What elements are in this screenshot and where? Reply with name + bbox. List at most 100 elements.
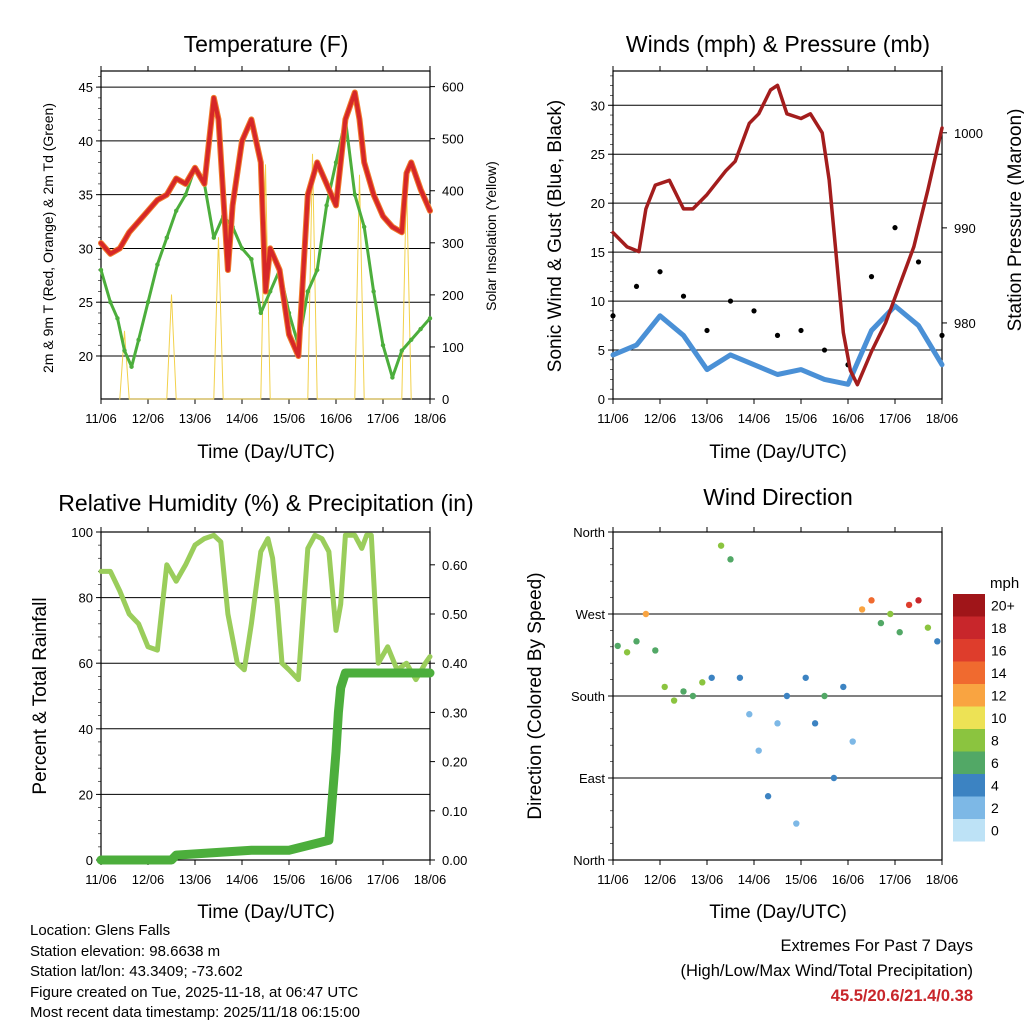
- direction-point: [905, 601, 913, 609]
- colorbar-swatch: [953, 594, 985, 617]
- gust-point: [868, 274, 875, 280]
- colorbar-label: 6: [991, 755, 999, 771]
- direction-point: [802, 674, 809, 681]
- direction-point: [840, 683, 847, 691]
- dewpoint-point: [352, 192, 357, 197]
- figure-created: Figure created on Tue, 2025-11-18, at 06…: [30, 983, 359, 1001]
- temperature-xtick-label: 15/06: [273, 411, 306, 426]
- direction-point: [661, 683, 668, 691]
- winds-xtick-label: 16/06: [832, 411, 865, 426]
- direction-ytick-label: West: [576, 607, 606, 622]
- winds-ylabel-right: Station Pressure (Maroon): [1005, 109, 1024, 332]
- direction-point: [633, 638, 640, 645]
- direction-ylabel-left: Direction (Colored By Speed): [525, 572, 546, 819]
- temperature-ytick-label: 35: [79, 188, 93, 203]
- winds-xtick-label: 13/06: [691, 411, 724, 426]
- gust-point: [774, 332, 781, 338]
- dewpoint-point: [315, 267, 320, 273]
- dewpoint-point: [129, 364, 134, 369]
- direction-ytick-label: East: [579, 771, 605, 786]
- dewpoint-point: [268, 289, 273, 294]
- humidity-ylabel-left: Percent & Total Rainfall: [30, 597, 51, 794]
- direction-point: [652, 647, 659, 654]
- dewpoint-point: [409, 337, 414, 343]
- direction-plot: North East South West North 11/06 12/06 13/06 14…: [571, 525, 958, 887]
- gust-point: [633, 283, 640, 290]
- dewpoint-point: [145, 300, 151, 305]
- direction-point: [793, 820, 800, 827]
- humidity-plot: 0 20 40 60 80 100 0.00 0.10 0.20 0.30 0.40 0.50 0.60…: [71, 525, 467, 887]
- station-elevation: Station elevation: 98.6638 m: [30, 942, 221, 960]
- temperature-ytick-label: 20: [79, 349, 93, 364]
- direction-point: [887, 610, 894, 618]
- direction-point: [849, 738, 856, 745]
- dewpoint-point: [164, 235, 169, 240]
- humidity-xtick-label: 13/06: [179, 872, 212, 887]
- direction-point: [934, 638, 941, 645]
- humidity-title: Relative Humidity (%) & Precipitation (i…: [58, 490, 473, 516]
- humidity-y2tick-label: 0.60: [442, 558, 467, 573]
- gust-point: [798, 327, 804, 334]
- winds-y2tick-label: 980: [954, 316, 976, 331]
- colorbar-swatch: [953, 661, 985, 684]
- direction-xtick-label: 17/06: [879, 872, 912, 887]
- colorbar-swatch: [953, 796, 985, 819]
- temperature-plot: 20 25 30 35 40 45 0 100 200 300 400 500 600 11/06 12/0…: [79, 66, 464, 426]
- humidity-y2tick-label: 0.20: [442, 755, 467, 770]
- humidity-ytick-label: 60: [79, 656, 93, 671]
- winds-ytick-label: 25: [591, 147, 605, 162]
- extremes-subtitle: (High/Low/Max Wind/Total Precipitation): [680, 962, 973, 980]
- temp-9m-line: [98, 89, 433, 359]
- temperature-y2tick-label: 300: [442, 236, 464, 251]
- direction-point: [821, 692, 828, 700]
- temperature-y2tick-label: 600: [442, 80, 464, 95]
- dewpoint-point: [380, 343, 386, 348]
- direction-point: [858, 606, 866, 613]
- direction-point: [896, 629, 903, 636]
- winds-y2tick-label: 1000: [954, 126, 983, 141]
- temp-2m-line: [99, 90, 432, 358]
- direction-point: [614, 642, 621, 650]
- dewpoint-point: [399, 348, 404, 353]
- colorbar-label: 16: [991, 642, 1007, 658]
- gust-point: [704, 327, 710, 334]
- direction-ytick-label: South: [571, 689, 605, 704]
- winds-ytick-label: 10: [591, 294, 605, 309]
- direction-point: [746, 711, 753, 718]
- direction-point: [670, 697, 678, 704]
- temperature-xtick-label: 18/06: [414, 411, 447, 426]
- colorbar-swatch: [953, 729, 985, 752]
- direction-point: [755, 747, 762, 754]
- temperature-frame: [100, 70, 431, 400]
- temperature-xlabel: Time (Day/UTC): [197, 442, 335, 463]
- humidity-xtick-label: 18/06: [414, 872, 447, 887]
- dewpoint-point: [390, 375, 395, 380]
- extremes-title: Extremes For Past 7 Days: [780, 937, 973, 955]
- direction-point: [811, 720, 819, 727]
- colorbar-swatch: [953, 819, 985, 842]
- gust-point: [939, 332, 945, 338]
- temperature-xtick-label: 13/06: [179, 411, 212, 426]
- direction-point: [708, 674, 715, 681]
- winds-xtick-label: 15/06: [785, 411, 818, 426]
- gust-point: [610, 313, 616, 319]
- humidity-frame: [100, 531, 431, 861]
- temperature-y2tick-label: 0: [442, 392, 449, 407]
- gust-point: [751, 308, 757, 314]
- dewpoint-point: [371, 289, 376, 294]
- direction-ytick-label: North: [573, 525, 605, 540]
- temperature-xtick-label: 17/06: [367, 411, 400, 426]
- direction-title: Wind Direction: [703, 484, 853, 510]
- winds-xlabel: Time (Day/UTC): [709, 442, 847, 463]
- temperature-xtick-label: 11/06: [85, 411, 117, 426]
- dewpoint-point: [305, 289, 310, 294]
- station-latlon: Station lat/lon: 43.3409; -73.602: [30, 963, 243, 980]
- winds-plot: 0 5 10 15 20 25 30 980 990 1000 11/06 12/06 13/06 14/…: [591, 66, 983, 426]
- dewpoint-point: [249, 256, 254, 262]
- dewpoint-point: [174, 208, 179, 214]
- gust-point: [680, 293, 687, 299]
- dewpoint-point: [115, 316, 120, 321]
- temperature-xtick-label: 16/06: [320, 411, 353, 426]
- temperature-ytick-label: 45: [79, 80, 93, 95]
